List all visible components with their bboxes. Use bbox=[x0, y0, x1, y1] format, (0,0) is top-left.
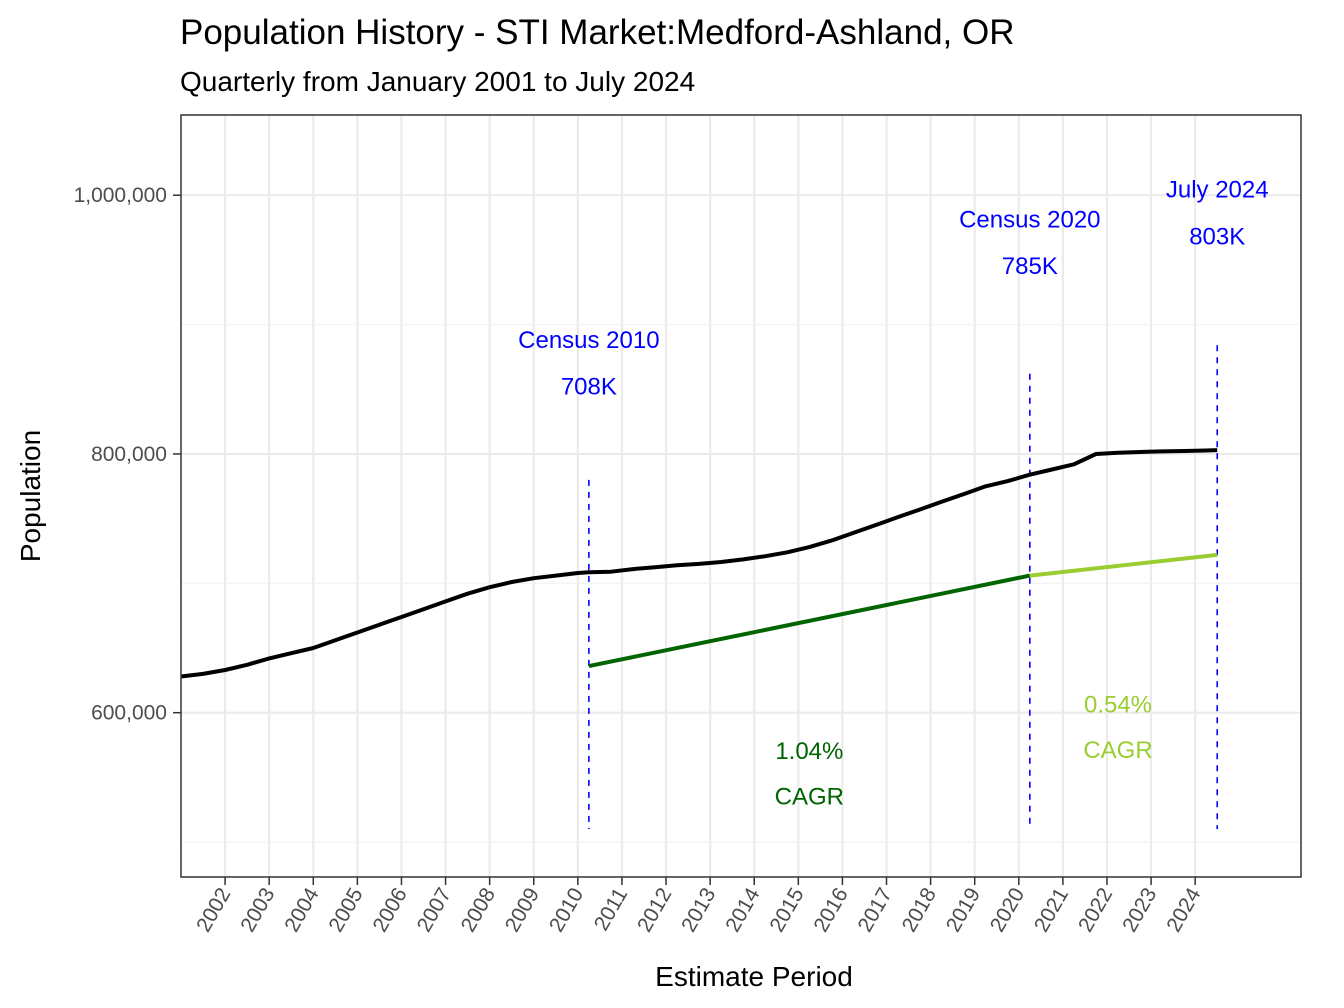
annotations: Census 2010 708K Census 2020 785K July 2024 8… bbox=[518, 177, 1268, 811]
x-tick-label: 2019 bbox=[942, 884, 985, 936]
annotation-label: 0.54% bbox=[1084, 692, 1152, 719]
y-tick-label: 600,000 bbox=[91, 702, 167, 725]
y-tick-label: 800,000 bbox=[91, 443, 167, 466]
annotation-label: 708K bbox=[561, 373, 617, 400]
x-tick-label: 2014 bbox=[721, 884, 764, 936]
x-tick-label: 2012 bbox=[633, 884, 676, 936]
x-tick-label: 2003 bbox=[236, 884, 279, 936]
y-axis-title: Population bbox=[15, 430, 46, 562]
plot-background bbox=[181, 115, 1301, 877]
x-axis: 2002 2003 2004 2005 2006 2007 2008 2009 2010 2011… bbox=[192, 877, 1206, 936]
x-tick-label: 2018 bbox=[898, 884, 941, 936]
annotation-label: 803K bbox=[1189, 223, 1245, 250]
y-tick-label: 1,000,000 bbox=[74, 184, 167, 207]
x-tick-label: 2022 bbox=[1074, 884, 1117, 936]
annotation-label: Census 2010 bbox=[518, 327, 659, 354]
x-tick-label: 2010 bbox=[545, 884, 588, 936]
x-tick-label: 2015 bbox=[765, 884, 808, 936]
annotation-label: CAGR bbox=[775, 783, 844, 810]
x-tick-label: 2011 bbox=[590, 884, 633, 935]
x-tick-label: 2013 bbox=[677, 884, 720, 936]
series-line-1 bbox=[588, 573, 1031, 669]
reference-lines bbox=[588, 345, 1219, 830]
x-tick-label: 2006 bbox=[369, 884, 412, 936]
annotation-label: July 2024 bbox=[1166, 177, 1269, 204]
x-tick-label: 2008 bbox=[457, 884, 500, 936]
annotation-label: 785K bbox=[1002, 253, 1058, 280]
x-tick-label: 2009 bbox=[501, 884, 544, 936]
series-line-0 bbox=[180, 448, 1218, 679]
chart-subtitle: Quarterly from January 2001 to July 2024 bbox=[180, 66, 695, 97]
plot-border bbox=[180, 114, 1302, 878]
x-tick-label: 2017 bbox=[854, 884, 897, 936]
x-tick-label: 2021 bbox=[1030, 884, 1073, 936]
x-tick-label: 2016 bbox=[809, 884, 852, 936]
x-tick-label: 2020 bbox=[986, 884, 1029, 936]
annotation-label: Census 2020 bbox=[959, 206, 1100, 233]
x-tick-label: 2004 bbox=[280, 884, 323, 936]
x-tick-label: 2023 bbox=[1118, 884, 1161, 936]
x-axis-title: Estimate Period bbox=[655, 961, 853, 992]
annotation-label: 1.04% bbox=[775, 738, 843, 765]
annotation-label: CAGR bbox=[1083, 737, 1152, 764]
series-line-2 bbox=[1029, 552, 1218, 578]
series-lines bbox=[180, 448, 1218, 679]
grid-lines bbox=[181, 115, 1301, 877]
x-tick-label: 2024 bbox=[1162, 884, 1205, 936]
x-tick-label: 2005 bbox=[324, 884, 367, 936]
y-axis: 600,000 800,000 1,000,000 bbox=[74, 184, 181, 725]
chart-title: Population History - STI Market:Medford-… bbox=[180, 13, 1014, 52]
x-tick-label: 2002 bbox=[192, 884, 235, 936]
x-tick-label: 2007 bbox=[413, 884, 456, 936]
